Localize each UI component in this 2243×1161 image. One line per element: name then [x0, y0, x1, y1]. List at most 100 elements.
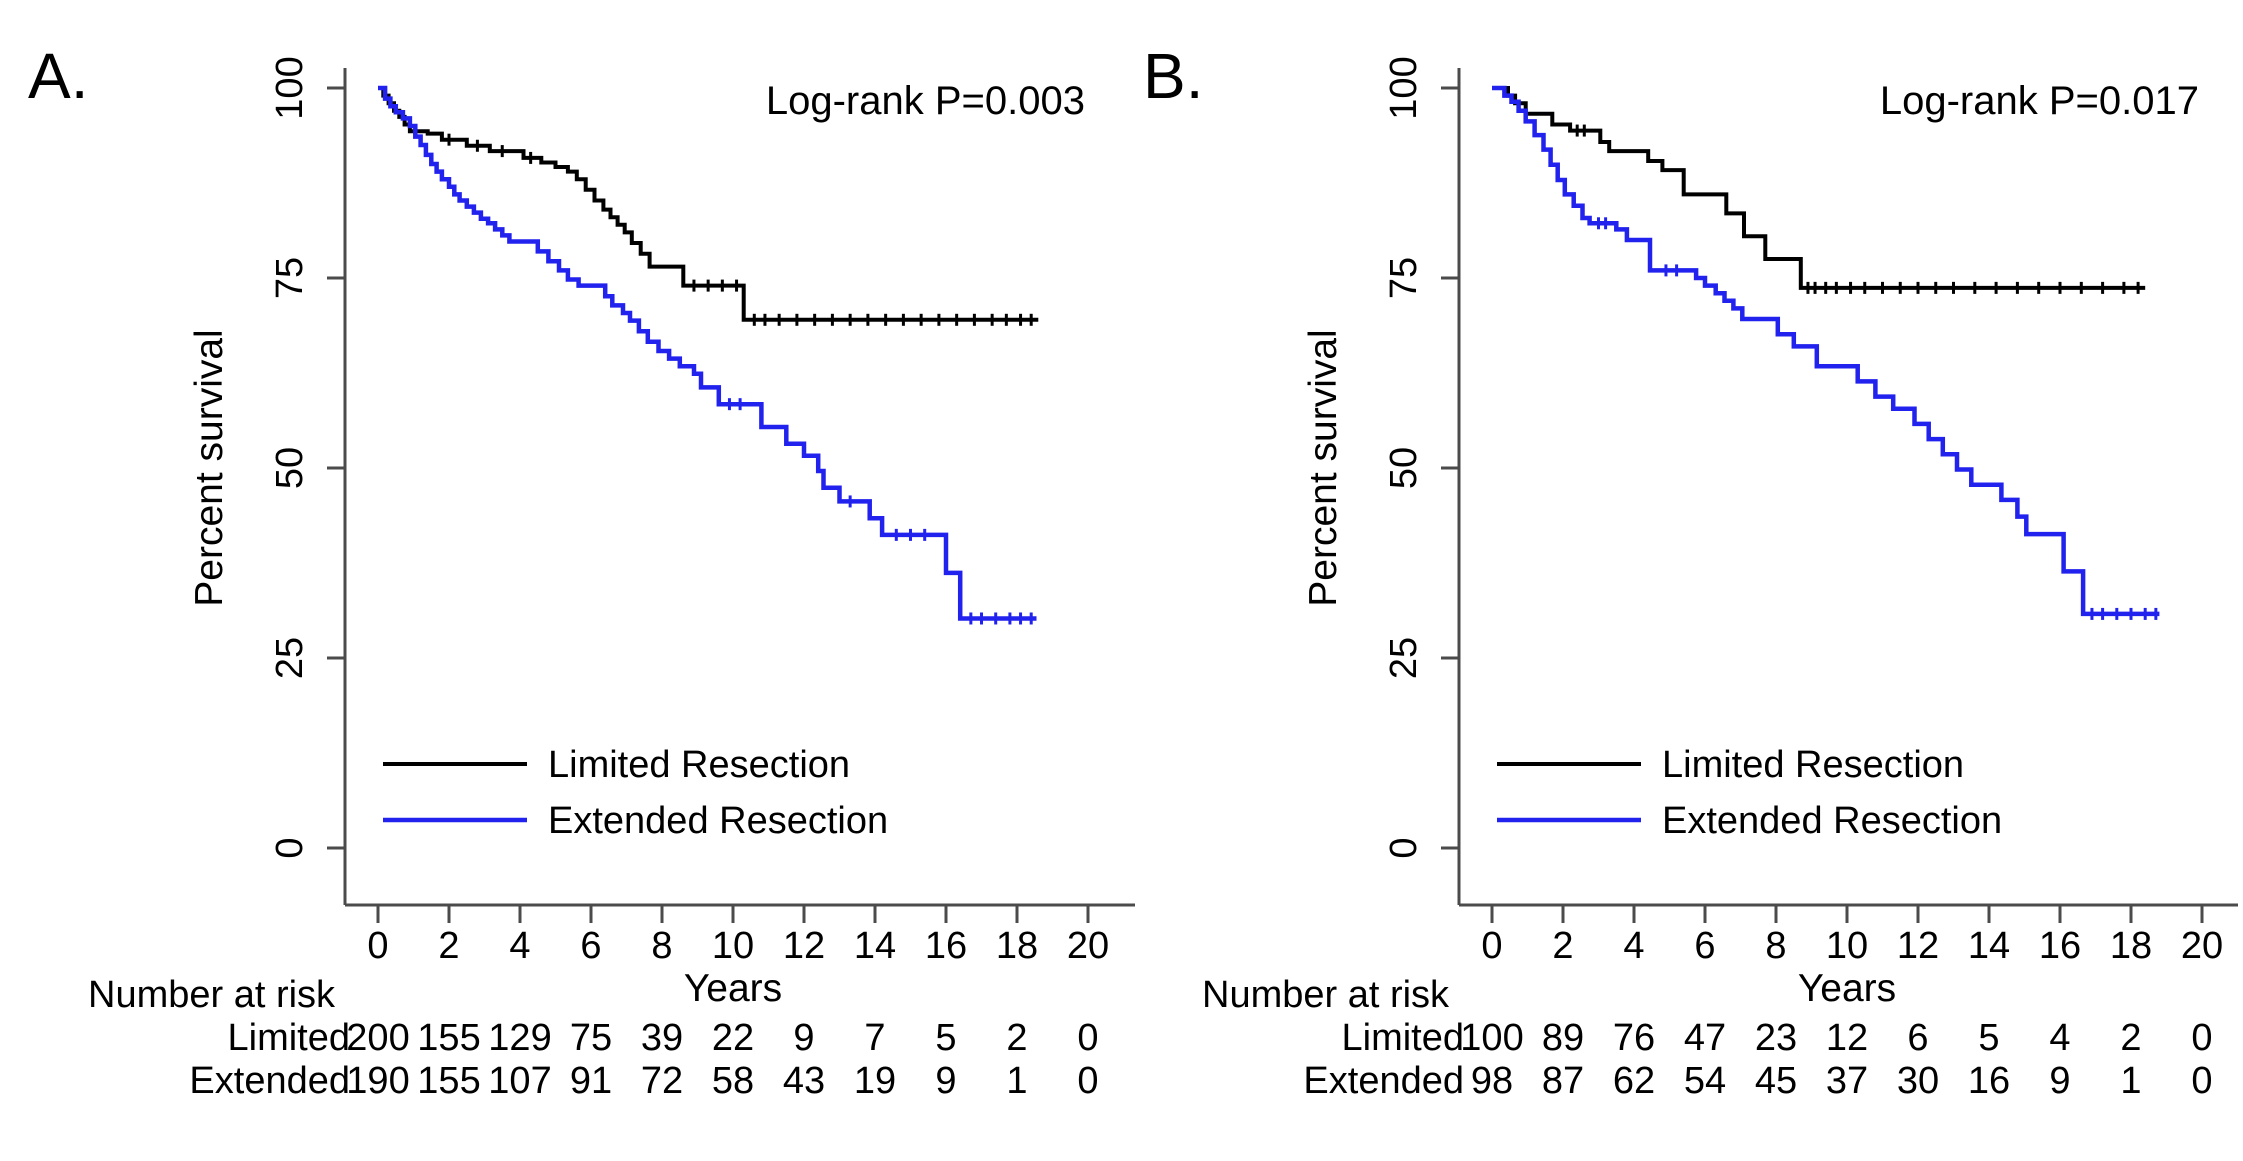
legend-label-limited-b: Limited Resection — [1662, 744, 1964, 786]
x-tick-label: 0 — [367, 925, 388, 967]
x-tick-label: 6 — [580, 925, 601, 967]
legend-b: Limited Resection Extended Resection — [1497, 744, 2002, 842]
risk-row-label: Extended — [1303, 1060, 1464, 1102]
log-rank-annotation-a: Log-rank P=0.003 — [766, 79, 1085, 123]
x-tick-label: 14 — [854, 925, 896, 967]
risk-count: 100 — [1460, 1017, 1523, 1059]
risk-row-label: Extended — [189, 1060, 350, 1102]
x-tick-label: 16 — [2039, 925, 2081, 967]
risk-count: 16 — [1968, 1060, 2010, 1102]
risk-count: 30 — [1897, 1060, 1939, 1102]
risk-count: 91 — [570, 1060, 612, 1102]
risk-count: 39 — [641, 1017, 683, 1059]
y-axis-title-b: Percent survival — [1302, 329, 1345, 606]
legend-label-extended-b: Extended Resection — [1662, 800, 2002, 842]
x-tick-label: 12 — [1897, 925, 1939, 967]
panel-a: A. Log-rank P=0.003 Percent survival Yea… — [28, 40, 1135, 1102]
risk-count: 43 — [783, 1060, 825, 1102]
survival-curve-extended — [378, 85, 1037, 621]
risk-count: 0 — [1077, 1017, 1098, 1059]
risk-count: 190 — [346, 1060, 409, 1102]
risk-count: 19 — [854, 1060, 896, 1102]
log-rank-annotation-b: Log-rank P=0.017 — [1880, 79, 2199, 123]
risk-count: 89 — [1542, 1017, 1584, 1059]
x-tick-label: 4 — [1623, 925, 1644, 967]
x-tick-label: 10 — [1826, 925, 1868, 967]
risk-count: 155 — [417, 1017, 480, 1059]
x-tick-label: 0 — [1481, 925, 1502, 967]
survival-curve-extended — [1492, 85, 2160, 617]
risk-count: 72 — [641, 1060, 683, 1102]
risk-count: 0 — [1077, 1060, 1098, 1102]
risk-count: 107 — [488, 1060, 551, 1102]
y-tick-label: 100 — [1383, 56, 1425, 119]
y-tick-label: 25 — [1383, 637, 1425, 679]
x-tick-label: 10 — [712, 925, 754, 967]
risk-count: 200 — [346, 1017, 409, 1059]
risk-table-title-b: Number at risk — [1202, 974, 1450, 1016]
panel-a-label: A. — [28, 40, 88, 112]
risk-count: 0 — [2191, 1017, 2212, 1059]
risk-table-title-a: Number at risk — [88, 974, 336, 1016]
legend-label-limited-a: Limited Resection — [548, 744, 850, 786]
x-tick-label: 8 — [1765, 925, 1786, 967]
risk-row-label: Limited — [1342, 1017, 1465, 1059]
x-tick-label: 18 — [996, 925, 1038, 967]
y-tick-label: 0 — [1383, 837, 1425, 858]
risk-count: 23 — [1755, 1017, 1797, 1059]
risk-count: 5 — [935, 1017, 956, 1059]
x-tick-label: 2 — [1552, 925, 1573, 967]
survival-curve-limited — [1492, 86, 2146, 290]
x-tick-label: 2 — [438, 925, 459, 967]
x-tick-label: 18 — [2110, 925, 2152, 967]
x-tick-label: 14 — [1968, 925, 2010, 967]
risk-count: 7 — [864, 1017, 885, 1059]
risk-count: 6 — [1907, 1017, 1928, 1059]
risk-count: 2 — [1006, 1017, 1027, 1059]
risk-count: 98 — [1471, 1060, 1513, 1102]
risk-count: 87 — [1542, 1060, 1584, 1102]
risk-count: 9 — [935, 1060, 956, 1102]
y-tick-label: 0 — [269, 837, 311, 858]
x-tick-label: 12 — [783, 925, 825, 967]
x-tick-label: 20 — [1067, 925, 1109, 967]
x-axis-title-b: Years — [1798, 967, 1896, 1010]
y-tick-label: 50 — [269, 447, 311, 489]
risk-count: 47 — [1684, 1017, 1726, 1059]
y-tick-label: 50 — [1383, 447, 1425, 489]
y-tick-label: 25 — [269, 637, 311, 679]
risk-count: 22 — [712, 1017, 754, 1059]
x-tick-label: 4 — [509, 925, 530, 967]
risk-count: 4 — [2049, 1017, 2070, 1059]
panel-b: B. Log-rank P=0.017 Percent survival Yea… — [1143, 40, 2238, 1102]
risk-count: 129 — [488, 1017, 551, 1059]
panel-b-label: B. — [1143, 40, 1203, 112]
risk-count: 75 — [570, 1017, 612, 1059]
y-tick-label: 75 — [1383, 257, 1425, 299]
y-tick-label: 75 — [269, 257, 311, 299]
risk-count: 76 — [1613, 1017, 1655, 1059]
risk-count: 5 — [1978, 1017, 1999, 1059]
x-tick-label: 8 — [651, 925, 672, 967]
x-tick-label: 20 — [2181, 925, 2223, 967]
risk-count: 37 — [1826, 1060, 1868, 1102]
risk-count: 0 — [2191, 1060, 2212, 1102]
y-axis-title-a: Percent survival — [188, 329, 231, 606]
legend-a: Limited Resection Extended Resection — [383, 744, 888, 842]
x-tick-label: 6 — [1694, 925, 1715, 967]
risk-row-label: Limited — [228, 1017, 351, 1059]
y-tick-label: 100 — [269, 56, 311, 119]
x-tick-label: 16 — [925, 925, 967, 967]
legend-label-extended-a: Extended Resection — [548, 800, 888, 842]
risk-count: 12 — [1826, 1017, 1868, 1059]
risk-count: 9 — [2049, 1060, 2070, 1102]
risk-count: 58 — [712, 1060, 754, 1102]
risk-count: 9 — [793, 1017, 814, 1059]
x-axis-title-a: Years — [684, 967, 782, 1010]
risk-count: 2 — [2120, 1017, 2141, 1059]
risk-count: 45 — [1755, 1060, 1797, 1102]
